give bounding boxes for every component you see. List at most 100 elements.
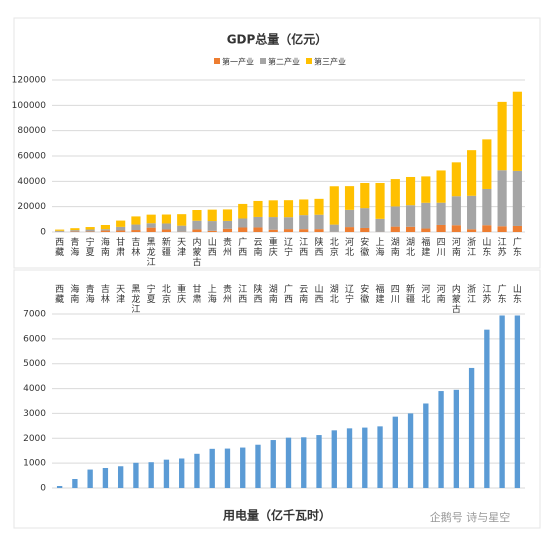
label-char: 蒙 xyxy=(452,293,461,305)
bar-segment xyxy=(192,210,202,221)
x-tick-label: 四川 xyxy=(437,238,446,258)
label-char: 川 xyxy=(391,295,400,305)
x-tick-label: 陕西 xyxy=(315,236,324,258)
x-tick-label: 青海 xyxy=(70,236,79,258)
x-tick-label: 内蒙古 xyxy=(192,236,201,268)
bar-segment xyxy=(192,229,202,232)
label-char: 南 xyxy=(101,246,110,258)
label-char: 甘 xyxy=(116,236,125,248)
label-char: 内 xyxy=(192,236,201,248)
label-char: 津 xyxy=(116,294,125,305)
bar-segment xyxy=(360,227,370,232)
x-tick-label: 河北 xyxy=(421,283,430,305)
x-tick-label: 甘肃 xyxy=(192,283,201,305)
bar-segment xyxy=(497,170,507,227)
label-char: 海 xyxy=(86,293,95,305)
legend-label: 第一产业 xyxy=(222,57,254,67)
label-char: 夏 xyxy=(86,247,95,258)
label-char: 北 xyxy=(330,237,339,248)
label-char: 天 xyxy=(116,285,125,295)
x-tick-label: 山东 xyxy=(482,237,491,258)
bar-segment xyxy=(146,214,156,224)
label-char: 西 xyxy=(238,294,247,305)
bar-segment xyxy=(421,202,431,229)
bar-segment xyxy=(451,196,461,226)
bar xyxy=(407,413,414,488)
label-char: 海 xyxy=(376,246,385,258)
label-char: 新 xyxy=(162,236,171,248)
label-char: 北 xyxy=(162,284,171,295)
label-char: 重 xyxy=(177,283,186,295)
x-tick-label: 福建 xyxy=(376,283,385,305)
label-char: 龙 xyxy=(147,246,156,258)
x-tick-label: 贵州 xyxy=(223,236,232,258)
x-tick-label: 黑龙江 xyxy=(147,237,156,268)
y-tick-label: 40000 xyxy=(17,177,46,187)
label-char: 湖 xyxy=(406,237,415,248)
bar xyxy=(362,427,368,488)
label-char: 江 xyxy=(467,247,476,258)
x-tick-label: 云南 xyxy=(299,285,308,305)
bar-segment xyxy=(283,200,294,218)
label-char: 建 xyxy=(421,246,430,258)
label-char: 南 xyxy=(299,293,308,305)
bar-segment xyxy=(405,176,416,206)
label-char: 宁 xyxy=(345,293,354,305)
label-char: 广 xyxy=(498,283,507,295)
bar-segment xyxy=(253,200,263,217)
bar-segment xyxy=(283,229,294,232)
bar-segment xyxy=(314,198,324,215)
bar xyxy=(346,428,353,488)
label-char: 徽 xyxy=(360,246,369,258)
label-char: 西 xyxy=(253,294,262,305)
bar-segment xyxy=(299,229,309,232)
label-char: 江 xyxy=(238,284,247,295)
bar-segment xyxy=(268,217,278,230)
label-char: 辽 xyxy=(284,237,293,248)
bar xyxy=(133,462,139,488)
bar-segment xyxy=(451,162,461,197)
label-char: 古 xyxy=(192,256,201,268)
bar-segment xyxy=(360,208,370,228)
bar xyxy=(72,479,78,488)
bar-segment xyxy=(238,218,248,228)
chart-frame xyxy=(13,269,541,529)
label-char: 林 xyxy=(101,293,110,305)
bar-segment xyxy=(512,225,522,232)
label-char: 黑 xyxy=(131,284,140,295)
label-char: 重 xyxy=(269,236,278,248)
label-char: 龙 xyxy=(131,293,140,305)
x-tick-label: 湖北 xyxy=(406,237,415,258)
bar-segment xyxy=(344,227,355,232)
label-char: 东 xyxy=(498,293,507,305)
x-tick-label: 江西 xyxy=(299,237,308,258)
label-char: 南 xyxy=(253,246,262,258)
bar-segment xyxy=(146,227,156,232)
x-tick-label: 甘肃 xyxy=(116,236,125,258)
bar-segment xyxy=(314,214,324,230)
x-tick-label: 河南 xyxy=(437,283,446,305)
bar-segment xyxy=(283,217,294,230)
label-char: 湖 xyxy=(330,284,339,295)
label-char: 南 xyxy=(452,246,461,258)
label-char: 天 xyxy=(177,238,186,248)
bar-segment xyxy=(116,230,126,232)
label-char: 陕 xyxy=(315,236,324,248)
y-tick-label: 4000 xyxy=(23,384,46,394)
x-tick-label: 天津 xyxy=(116,285,125,305)
bar-segment xyxy=(344,186,355,210)
label-char: 山 xyxy=(315,284,324,295)
bar-segment xyxy=(314,229,324,232)
bar xyxy=(270,440,276,488)
x-tick-label: 云南 xyxy=(253,238,262,258)
x-tick-label: 广东 xyxy=(513,236,522,258)
x-tick-label: 新疆 xyxy=(406,283,415,305)
label-char: 广 xyxy=(513,236,522,248)
bar-segment xyxy=(207,209,217,222)
bar-segment xyxy=(100,229,110,231)
label-char: 蒙 xyxy=(192,246,201,258)
label-char: 湖 xyxy=(391,237,400,248)
bar xyxy=(331,430,337,488)
bar xyxy=(484,329,490,488)
